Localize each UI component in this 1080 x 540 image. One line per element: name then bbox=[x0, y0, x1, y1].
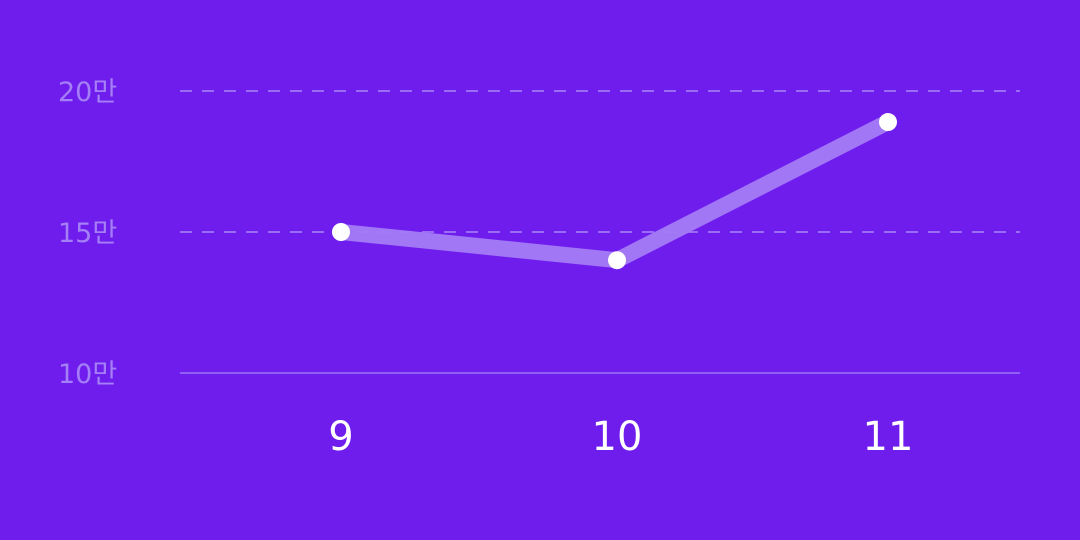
x-axis-ticks: 9 10 11 bbox=[328, 414, 913, 460]
y-tick-label-2: 20만 bbox=[58, 77, 117, 108]
series-segment-0-0 bbox=[333, 224, 625, 269]
x-tick-label-11: 11 bbox=[863, 414, 914, 460]
y-axis-ticks: 10만 15만 20만 bbox=[58, 77, 117, 390]
y-tick-label-1: 15만 bbox=[58, 218, 117, 249]
data-point-10 bbox=[608, 251, 626, 270]
y-tick-label-0: 10만 bbox=[58, 359, 117, 390]
x-tick-label-9: 9 bbox=[328, 414, 353, 460]
data-point-9 bbox=[332, 223, 350, 241]
data-point-11 bbox=[879, 113, 897, 132]
series-lines bbox=[333, 114, 896, 269]
grid-lines bbox=[180, 90, 1020, 374]
series-segment-0-1 bbox=[609, 114, 896, 269]
x-tick-label-10: 10 bbox=[592, 414, 643, 460]
data-points bbox=[332, 113, 897, 270]
